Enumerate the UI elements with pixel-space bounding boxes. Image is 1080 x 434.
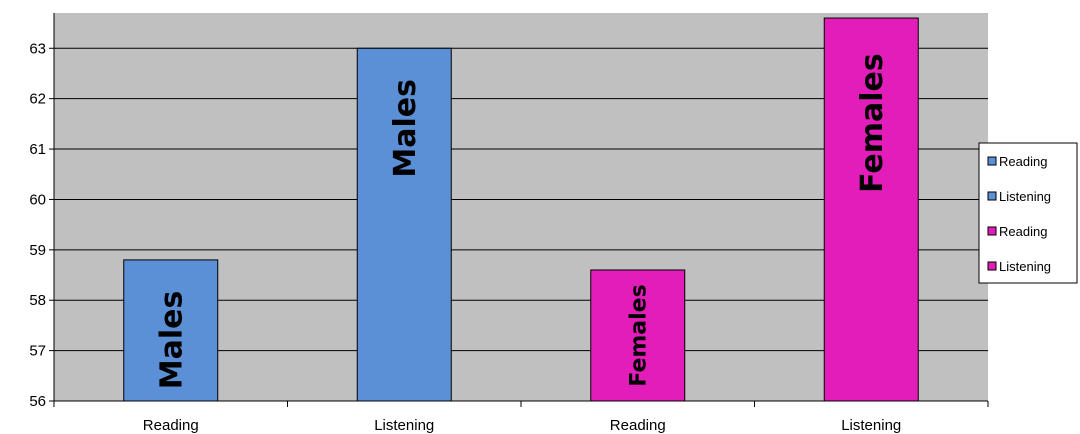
bar-label: Females: [626, 284, 651, 386]
legend-entry-label: Listening: [999, 259, 1051, 274]
y-tick-label: 57: [29, 343, 46, 360]
y-tick-label: 60: [29, 191, 46, 208]
legend-swatch: [987, 261, 997, 271]
x-tick-label: Reading: [610, 417, 666, 434]
bars: Males Males Females Females: [123, 17, 919, 402]
legend-swatch: [987, 156, 997, 166]
x-tick-label: Listening: [841, 417, 901, 434]
bar-1: [123, 259, 219, 402]
x-tick-label: Listening: [374, 417, 434, 434]
legend-entry-label: Listening: [999, 189, 1051, 204]
y-tick-label: 63: [29, 40, 46, 57]
y-tick-label: 59: [29, 242, 46, 259]
bar-label: Males: [154, 291, 189, 390]
axes: 56 57 58 59 60 61 62 63 Reading Listening Reading L…: [29, 13, 989, 434]
bar-4: [823, 17, 919, 402]
legend-entry-label: Reading: [999, 154, 1047, 169]
x-tick-label: Reading: [143, 417, 199, 434]
y-tick-label: 62: [29, 91, 46, 108]
bar-label: Males: [388, 79, 423, 178]
legend-swatch: [987, 191, 997, 201]
legend-box: [978, 142, 1078, 284]
legend: Reading Listening Reading Listening: [978, 142, 1078, 284]
y-tick-label: 56: [29, 393, 46, 410]
bar-label: Females: [855, 53, 890, 193]
y-tick-label: 58: [29, 292, 46, 309]
legend-entry-label: Reading: [999, 224, 1047, 239]
legend-swatch: [987, 226, 997, 236]
bar-2: [356, 47, 452, 402]
y-tick-label: 61: [29, 141, 46, 158]
